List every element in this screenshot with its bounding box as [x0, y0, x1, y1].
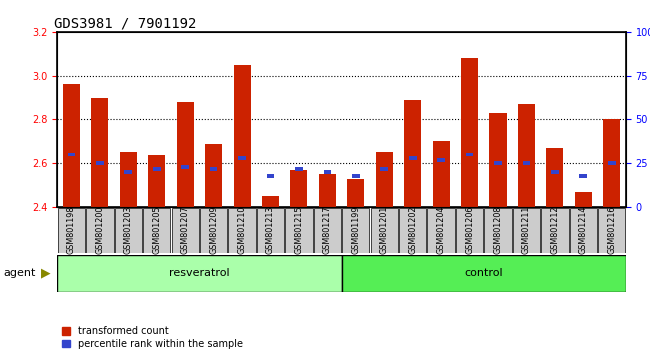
- Text: GSM801203: GSM801203: [124, 206, 133, 254]
- FancyBboxPatch shape: [58, 207, 85, 253]
- FancyBboxPatch shape: [200, 207, 227, 253]
- Bar: [437, 158, 445, 162]
- FancyBboxPatch shape: [399, 207, 426, 253]
- Bar: [551, 170, 559, 174]
- FancyBboxPatch shape: [598, 207, 625, 253]
- Bar: [380, 167, 388, 171]
- FancyBboxPatch shape: [86, 207, 114, 253]
- Text: GSM801212: GSM801212: [551, 206, 560, 255]
- Bar: [291, 170, 307, 207]
- Text: GSM801213: GSM801213: [266, 206, 275, 254]
- Bar: [347, 179, 364, 207]
- Bar: [148, 154, 165, 207]
- Text: GSM801208: GSM801208: [493, 206, 502, 254]
- Bar: [461, 58, 478, 207]
- Text: agent: agent: [3, 268, 36, 278]
- FancyBboxPatch shape: [228, 207, 255, 253]
- Text: GSM801217: GSM801217: [323, 206, 332, 255]
- Bar: [210, 167, 218, 171]
- Text: resveratrol: resveratrol: [169, 268, 229, 279]
- FancyBboxPatch shape: [341, 255, 626, 292]
- FancyBboxPatch shape: [342, 207, 369, 253]
- FancyBboxPatch shape: [172, 207, 199, 253]
- Bar: [324, 170, 332, 174]
- Legend: transformed count, percentile rank within the sample: transformed count, percentile rank withi…: [62, 326, 242, 349]
- Bar: [91, 98, 109, 207]
- Bar: [68, 153, 75, 156]
- Bar: [409, 156, 417, 160]
- Text: control: control: [465, 268, 503, 279]
- FancyBboxPatch shape: [569, 207, 597, 253]
- Text: GSM801202: GSM801202: [408, 206, 417, 255]
- Bar: [262, 196, 279, 207]
- Bar: [376, 152, 393, 207]
- Bar: [120, 152, 136, 207]
- FancyBboxPatch shape: [114, 207, 142, 253]
- Bar: [318, 174, 336, 207]
- Bar: [177, 102, 194, 207]
- Text: GSM801214: GSM801214: [578, 206, 588, 254]
- Bar: [465, 153, 473, 156]
- Text: GSM801216: GSM801216: [607, 206, 616, 254]
- FancyBboxPatch shape: [370, 207, 398, 253]
- Bar: [153, 167, 161, 171]
- Bar: [238, 156, 246, 160]
- Text: GSM801207: GSM801207: [181, 206, 190, 255]
- Text: GSM801198: GSM801198: [67, 206, 76, 254]
- Bar: [579, 173, 587, 177]
- Text: GSM801206: GSM801206: [465, 206, 474, 254]
- Text: ▶: ▶: [41, 267, 51, 280]
- Bar: [494, 161, 502, 165]
- Bar: [575, 192, 592, 207]
- Bar: [63, 85, 80, 207]
- Bar: [352, 173, 359, 177]
- FancyBboxPatch shape: [541, 207, 569, 253]
- Text: GSM801210: GSM801210: [237, 206, 246, 254]
- FancyBboxPatch shape: [513, 207, 540, 253]
- Bar: [266, 173, 274, 177]
- FancyBboxPatch shape: [257, 207, 284, 253]
- Bar: [523, 161, 530, 165]
- Bar: [546, 148, 564, 207]
- Bar: [295, 167, 303, 171]
- Bar: [518, 104, 535, 207]
- Text: GDS3981 / 7901192: GDS3981 / 7901192: [55, 17, 197, 31]
- Bar: [404, 100, 421, 207]
- FancyBboxPatch shape: [57, 255, 341, 292]
- FancyBboxPatch shape: [285, 207, 313, 253]
- Bar: [205, 144, 222, 207]
- Bar: [181, 165, 189, 169]
- Bar: [432, 141, 450, 207]
- Bar: [489, 113, 506, 207]
- Text: GSM801204: GSM801204: [437, 206, 446, 254]
- Text: GSM801205: GSM801205: [152, 206, 161, 255]
- Bar: [233, 65, 250, 207]
- Bar: [603, 120, 620, 207]
- Text: GSM801211: GSM801211: [522, 206, 531, 254]
- Bar: [96, 161, 104, 165]
- FancyBboxPatch shape: [428, 207, 455, 253]
- Bar: [608, 161, 616, 165]
- FancyBboxPatch shape: [484, 207, 512, 253]
- FancyBboxPatch shape: [143, 207, 170, 253]
- FancyBboxPatch shape: [456, 207, 483, 253]
- Text: GSM801199: GSM801199: [351, 206, 360, 255]
- Text: GSM801201: GSM801201: [380, 206, 389, 254]
- FancyBboxPatch shape: [314, 207, 341, 253]
- Bar: [124, 170, 132, 174]
- Text: GSM801215: GSM801215: [294, 206, 304, 255]
- Text: GSM801200: GSM801200: [96, 206, 105, 254]
- Text: GSM801209: GSM801209: [209, 206, 218, 255]
